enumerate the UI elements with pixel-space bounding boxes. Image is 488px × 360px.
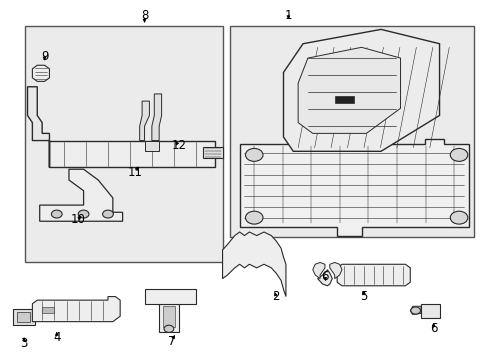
Bar	[13, 309, 35, 325]
Text: 8: 8	[141, 9, 148, 22]
Text: 9: 9	[41, 50, 48, 63]
Polygon shape	[203, 147, 222, 158]
Bar	[42, 307, 54, 314]
Polygon shape	[49, 140, 215, 167]
Circle shape	[51, 210, 62, 218]
Text: 6: 6	[429, 322, 437, 335]
Circle shape	[245, 211, 263, 224]
Circle shape	[410, 307, 420, 314]
Polygon shape	[409, 306, 420, 315]
Polygon shape	[140, 101, 149, 140]
Bar	[420, 305, 439, 318]
Text: 1: 1	[284, 9, 291, 22]
Polygon shape	[144, 140, 159, 151]
Polygon shape	[317, 270, 331, 286]
Polygon shape	[32, 65, 49, 81]
Circle shape	[449, 148, 467, 161]
Bar	[334, 96, 353, 103]
Circle shape	[78, 210, 89, 218]
Polygon shape	[312, 262, 325, 279]
Text: 12: 12	[171, 139, 186, 152]
Polygon shape	[27, 87, 49, 167]
Polygon shape	[298, 47, 400, 134]
Text: 5: 5	[360, 290, 367, 303]
Bar	[229, 26, 473, 237]
Circle shape	[245, 148, 263, 161]
Text: 11: 11	[127, 166, 142, 179]
Polygon shape	[152, 94, 161, 140]
Circle shape	[449, 211, 467, 224]
Bar	[25, 26, 222, 262]
Polygon shape	[159, 297, 178, 332]
Bar	[17, 312, 30, 322]
Polygon shape	[239, 139, 468, 235]
Polygon shape	[329, 262, 341, 279]
Polygon shape	[40, 169, 122, 221]
Text: 6: 6	[321, 270, 328, 283]
Polygon shape	[222, 232, 285, 297]
Polygon shape	[283, 30, 439, 151]
Circle shape	[102, 210, 113, 218]
Polygon shape	[32, 297, 120, 321]
Polygon shape	[336, 264, 409, 286]
Text: 4: 4	[53, 331, 61, 344]
Text: 3: 3	[20, 337, 28, 350]
Text: 2: 2	[272, 290, 279, 303]
Text: 10: 10	[70, 213, 85, 226]
Polygon shape	[144, 289, 195, 304]
Text: 7: 7	[167, 335, 175, 348]
Circle shape	[163, 325, 173, 332]
Bar	[163, 306, 174, 327]
